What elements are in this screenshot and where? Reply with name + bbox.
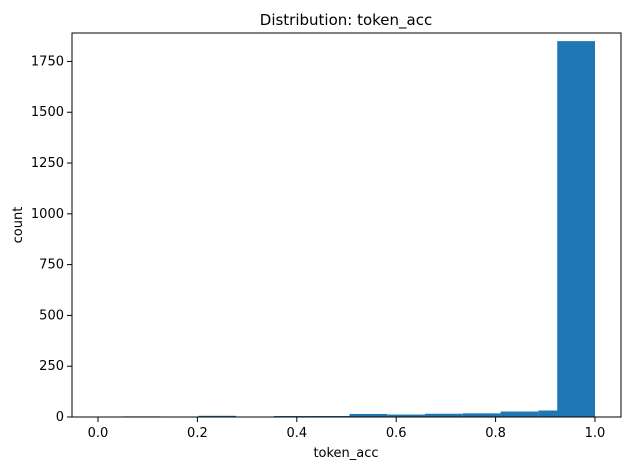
- histogram-bar: [349, 413, 388, 417]
- y-tick-label: 0: [56, 410, 64, 425]
- histogram-bar: [538, 410, 577, 417]
- x-tick-label: 0.8: [485, 426, 506, 441]
- plot-frame: [71, 32, 622, 418]
- x-tick-label: 0.4: [286, 426, 307, 441]
- x-axis-label: token_acc: [313, 446, 378, 461]
- histogram-bar: [273, 415, 312, 417]
- y-tick-label: 1250: [31, 156, 64, 171]
- y-tick-label: 1000: [31, 207, 64, 222]
- y-tick-label: 1500: [31, 105, 64, 120]
- x-tick-label: 0.0: [88, 426, 109, 441]
- histogram-bar: [198, 415, 237, 417]
- histogram-bar: [500, 411, 539, 417]
- x-tick-label: 1.0: [585, 426, 606, 441]
- x-tick-label: 0.6: [386, 426, 407, 441]
- y-tick-label: 1750: [31, 54, 64, 69]
- y-tick-label: 500: [39, 308, 64, 323]
- plot-area: [122, 41, 595, 417]
- x-axis-ticks: 0.0 0.2 0.4 0.6 0.8 1.0: [88, 417, 606, 441]
- x-tick-label: 0.2: [187, 426, 208, 441]
- chart-title: Distribution: token_acc: [260, 11, 432, 30]
- y-tick-label: 750: [39, 258, 64, 273]
- histogram-bar: [387, 414, 426, 417]
- y-axis-label: count: [11, 207, 26, 244]
- y-axis-ticks: 0 250 500 750 1000 1250 1500 1750: [31, 54, 72, 425]
- histogram-bar: [462, 413, 501, 417]
- histogram-bar: [557, 41, 595, 417]
- y-tick-label: 250: [39, 359, 64, 374]
- histogram-bar: [425, 413, 463, 417]
- histogram-bar: [311, 415, 350, 417]
